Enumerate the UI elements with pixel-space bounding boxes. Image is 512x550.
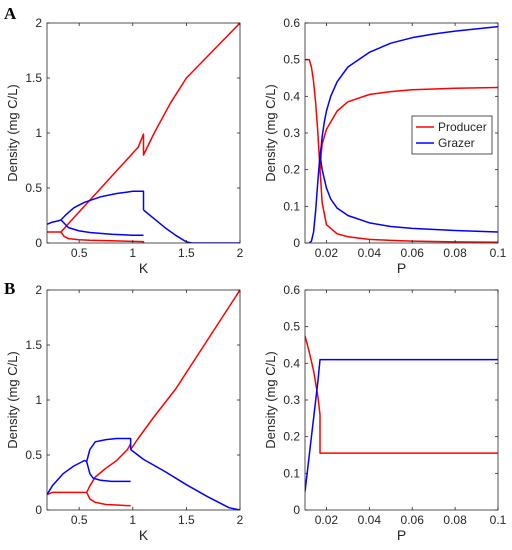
y-tick-label: 0: [293, 503, 300, 517]
y-axis-label: Density (mg C/L): [263, 84, 278, 182]
y-tick-label: 1.5: [25, 338, 42, 352]
legend: Producer Grazer: [411, 115, 493, 155]
y-tick-label: 0.6: [283, 283, 300, 297]
x-tick-label: 0.08: [443, 513, 467, 527]
y-tick-label: 0: [35, 503, 42, 517]
axes-box: [46, 289, 241, 511]
y-tick-label: 0.6: [283, 16, 300, 30]
y-tick-label: 0.3: [283, 126, 300, 140]
chart-b-left: 0.5 1 1.5 2 0 0.5 1 1.5 2 K Density (mg C/L): [5, 283, 244, 543]
x-tick-label: 1.5: [178, 513, 195, 527]
y-tick-label: 2: [35, 16, 42, 30]
x-tick-label: 0.02: [315, 513, 339, 527]
y-tick-label: 1.5: [25, 71, 42, 85]
y-tick-label: 0.5: [25, 181, 42, 195]
legend-label-producer: Producer: [438, 120, 487, 134]
x-tick-label: 1: [129, 513, 136, 527]
series-line-grazer-5: [130, 448, 240, 510]
series-line-producer-1: [60, 231, 145, 243]
series-line-grazer-4: [319, 25, 498, 156]
x-tick-label: 1.5: [178, 246, 195, 260]
x-tick-label: 0.08: [443, 246, 467, 260]
y-tick-label: 0.2: [283, 430, 300, 444]
series-line-grazer-4: [143, 209, 240, 243]
series-line-grazer-3: [308, 154, 321, 243]
legend-box: [411, 115, 493, 155]
x-axis-label: K: [139, 527, 149, 543]
series-line-grazer-3: [60, 219, 144, 237]
axes-box: [304, 289, 499, 511]
series-line-grazer-3: [47, 437, 132, 495]
y-tick-label: 2: [35, 283, 42, 297]
x-tick-label: 1: [129, 246, 136, 260]
y-tick-label: 0: [293, 236, 300, 250]
series-line-producer-0: [305, 335, 498, 454]
y-axis-label: Density (mg C/L): [5, 351, 20, 449]
x-tick-label: 0.06: [401, 246, 425, 260]
chart-b-right: 0.02 0.04 0.06 0.08 0.1 0 0.1 0.2 0.3 0.4 0.5 0.6 P D…: [263, 283, 507, 543]
x-tick-label: 0.5: [71, 246, 88, 260]
chart-a-left: 0.5 1 1.5 2 0 0.5 1 1.5 2 K Density (mg C/L): [5, 16, 244, 276]
y-tick-label: 0.5: [25, 448, 42, 462]
y-tick-label: 0.1: [283, 466, 300, 480]
y-tick-label: 0.5: [283, 320, 300, 334]
y-tick-label: 0.4: [283, 89, 300, 103]
legend-label-grazer: Grazer: [438, 136, 475, 150]
series-line-producer-2: [130, 290, 240, 450]
series-line-producer-2: [319, 169, 498, 243]
y-tick-label: 1: [35, 393, 42, 407]
y-tick-label: 0.2: [283, 163, 300, 177]
series-line-grazer-5: [319, 154, 498, 233]
x-tick-label: 0.1: [490, 513, 507, 527]
panel-label-a: A: [4, 4, 17, 23]
x-axis-label: P: [397, 260, 406, 276]
y-tick-label: 0.4: [283, 356, 300, 370]
y-tick-label: 1: [35, 126, 42, 140]
panel-label-b: B: [4, 279, 16, 298]
y-axis-label: Density (mg C/L): [5, 84, 20, 182]
x-tick-label: 0.1: [490, 246, 507, 260]
series-line-grazer-4: [85, 461, 131, 483]
y-tick-label: 0: [35, 236, 42, 250]
series-line-grazer-1: [305, 358, 498, 492]
y-axis-label: Density (mg C/L): [263, 351, 278, 449]
y-tick-label: 0.3: [283, 393, 300, 407]
series-line-grazer-2: [47, 190, 145, 225]
x-tick-label: 0.04: [358, 246, 382, 260]
y-tick-label: 0.5: [283, 53, 300, 67]
x-tick-label: 0.04: [358, 513, 382, 527]
x-tick-label: 0.02: [315, 246, 339, 260]
x-tick-label: 0.5: [71, 513, 88, 527]
x-tick-label: 2: [237, 513, 244, 527]
series-line-producer-1: [85, 492, 131, 507]
y-tick-label: 0.1: [283, 199, 300, 213]
x-tick-label: 0.06: [401, 513, 425, 527]
chart-a-right: 0.02 0.04 0.06 0.08 0.1 0 0.1 0.2 0.3 0.4 0.5 0.6 P D…: [263, 16, 507, 276]
x-axis-label: K: [139, 260, 149, 276]
x-axis-label: P: [397, 527, 406, 543]
series-line-producer-0: [47, 443, 132, 496]
series-line-producer-0: [47, 23, 240, 233]
series-line-producer-0: [305, 58, 321, 170]
x-tick-label: 2: [237, 246, 244, 260]
